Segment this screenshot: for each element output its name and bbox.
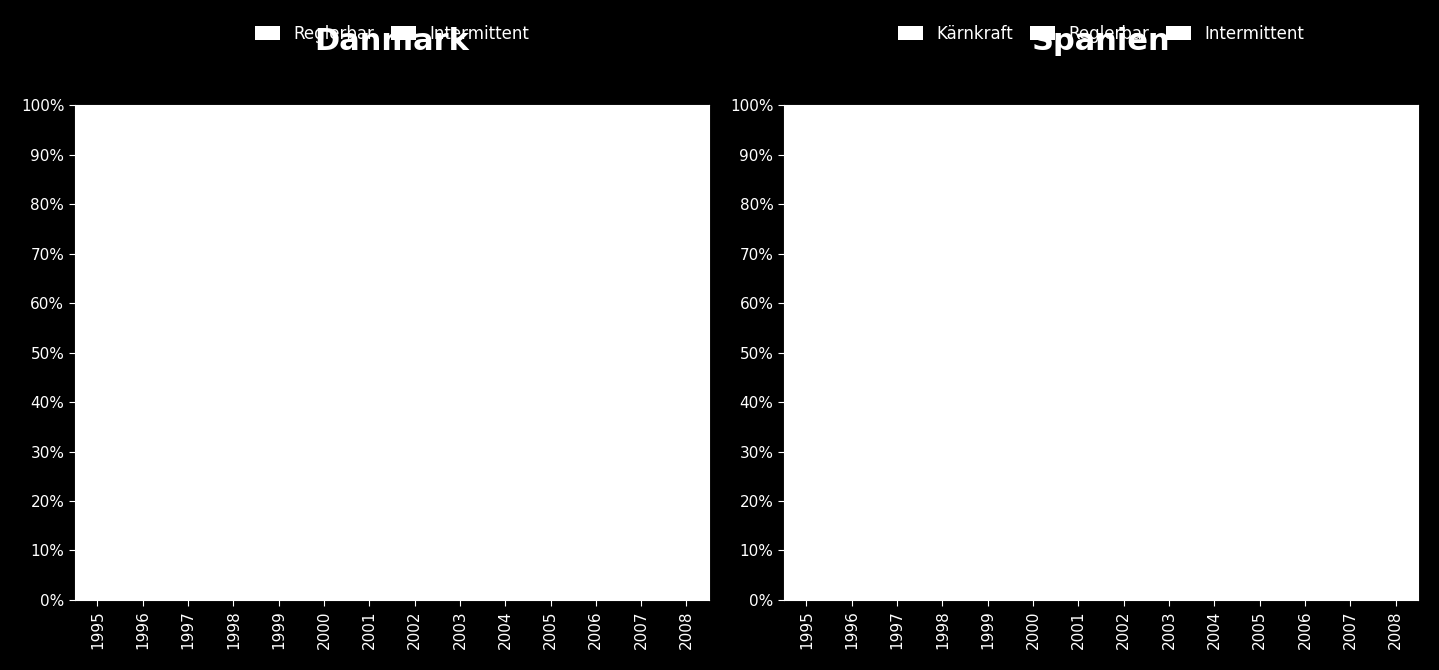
Bar xyxy=(875,120,920,551)
Bar xyxy=(573,224,619,600)
Bar xyxy=(1056,105,1101,135)
Bar xyxy=(1056,135,1101,551)
Bar xyxy=(482,204,528,600)
Bar xyxy=(528,105,573,214)
Bar xyxy=(210,105,256,145)
Bar xyxy=(1191,105,1238,165)
Bar xyxy=(1191,551,1238,600)
Bar xyxy=(437,194,482,600)
Bar xyxy=(75,105,119,115)
Bar xyxy=(784,105,829,111)
Bar xyxy=(1238,105,1282,175)
Bar xyxy=(966,125,1010,551)
Bar xyxy=(663,105,709,219)
Title: Spanien: Spanien xyxy=(1032,27,1170,56)
Bar xyxy=(1328,194,1373,551)
Bar xyxy=(1056,551,1101,600)
Bar xyxy=(875,551,920,600)
Bar xyxy=(1373,555,1419,600)
Bar xyxy=(663,219,709,600)
Bar xyxy=(920,105,966,120)
Bar xyxy=(829,105,875,115)
Bar xyxy=(1238,175,1282,551)
Bar xyxy=(1010,130,1056,551)
Bar xyxy=(1101,105,1147,145)
Bar xyxy=(210,145,256,600)
Bar xyxy=(1282,551,1328,600)
Bar xyxy=(619,214,663,600)
Bar xyxy=(1101,145,1147,551)
Bar xyxy=(573,105,619,224)
Bar xyxy=(165,105,210,135)
Bar xyxy=(1282,184,1328,551)
Bar xyxy=(301,165,347,600)
Bar xyxy=(347,105,391,175)
Bar xyxy=(784,111,829,551)
Bar xyxy=(119,125,165,600)
Bar xyxy=(1191,165,1238,551)
Bar xyxy=(301,105,347,165)
Bar xyxy=(528,214,573,600)
Legend: Reglerbar, Intermittent: Reglerbar, Intermittent xyxy=(255,25,530,43)
Bar xyxy=(1328,105,1373,194)
Bar xyxy=(829,115,875,551)
Bar xyxy=(1282,105,1328,184)
Bar xyxy=(347,175,391,600)
Bar xyxy=(966,551,1010,600)
Bar xyxy=(391,184,437,600)
Bar xyxy=(784,551,829,600)
Bar xyxy=(482,105,528,204)
Bar xyxy=(119,105,165,125)
Bar xyxy=(256,155,301,600)
Bar xyxy=(966,105,1010,125)
Bar xyxy=(619,105,663,214)
Bar xyxy=(1373,204,1419,555)
Bar xyxy=(875,105,920,120)
Bar xyxy=(437,105,482,194)
Bar xyxy=(1101,551,1147,600)
Bar xyxy=(1147,155,1191,551)
Bar xyxy=(75,115,119,600)
Bar xyxy=(165,135,210,600)
Bar xyxy=(1373,105,1419,204)
Bar xyxy=(920,120,966,551)
Bar xyxy=(829,551,875,600)
Bar xyxy=(1328,551,1373,600)
Bar xyxy=(1147,105,1191,155)
Bar xyxy=(920,551,966,600)
Bar xyxy=(1010,105,1056,130)
Bar xyxy=(256,105,301,155)
Bar xyxy=(1238,551,1282,600)
Bar xyxy=(1010,551,1056,600)
Bar xyxy=(391,105,437,184)
Title: Danmark: Danmark xyxy=(315,27,469,56)
Bar xyxy=(1147,551,1191,600)
Legend: Kärnkraft, Reglerbar, Intermittent: Kärnkraft, Reglerbar, Intermittent xyxy=(898,25,1304,43)
